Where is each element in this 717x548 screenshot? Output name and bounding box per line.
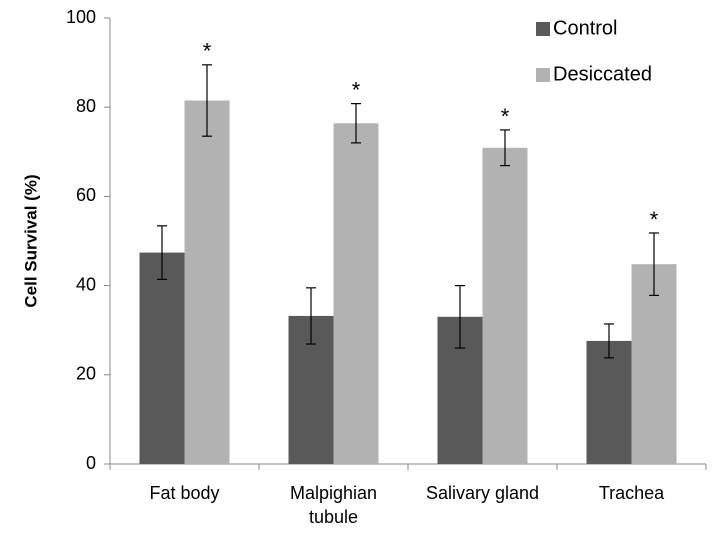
significance-marker: * (650, 207, 659, 232)
y-tick-label: 0 (86, 453, 96, 473)
error-bar (649, 232, 659, 297)
error-bar (306, 287, 316, 345)
bar (139, 252, 185, 464)
legend-swatch (536, 68, 550, 82)
bar (586, 340, 632, 464)
y-tick-label: 20 (76, 364, 96, 384)
x-tick-label: Salivary gland (426, 483, 539, 503)
x-tick-label: Trachea (599, 483, 665, 503)
legend-swatch (536, 22, 550, 36)
bar (631, 264, 677, 464)
bar (333, 123, 379, 465)
significance-marker: * (352, 77, 361, 102)
bar (482, 147, 528, 464)
legend-label: Control (553, 17, 617, 39)
x-tick-label-line: tubule (309, 507, 358, 527)
x-tick-label-line: Malpighian (290, 483, 377, 503)
y-tick-label: 100 (66, 7, 96, 27)
significance-marker: * (501, 104, 510, 129)
x-tick-label: Fat body (149, 483, 219, 503)
significance-marker: * (203, 39, 212, 64)
y-tick-label: 80 (76, 96, 96, 116)
x-tick-label: Malpighian tubule (290, 483, 377, 527)
y-tick-label: 60 (76, 185, 96, 205)
error-bar (500, 129, 510, 167)
error-bar (157, 225, 167, 280)
y-axis-label: Cell Survival (%) (21, 174, 40, 307)
error-bar (455, 285, 465, 349)
error-bar (202, 64, 212, 137)
error-bar (604, 323, 614, 359)
error-bar (351, 103, 361, 144)
y-tick-label: 40 (76, 274, 96, 294)
legend-label: Desiccated (553, 63, 652, 85)
bar (184, 100, 230, 464)
